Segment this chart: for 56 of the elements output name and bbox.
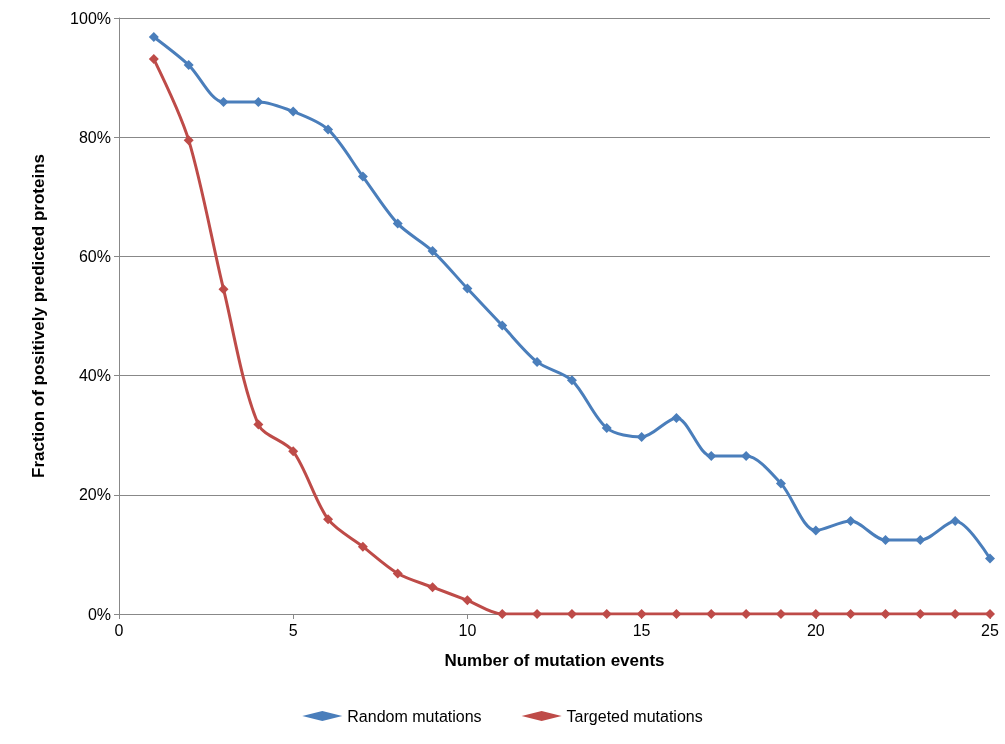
legend-label: Targeted mutations <box>566 707 703 725</box>
x-tick-label: 20 <box>806 621 825 639</box>
point <box>566 375 577 386</box>
point <box>741 451 752 462</box>
point <box>601 423 612 434</box>
point <box>323 124 334 135</box>
point <box>392 568 403 579</box>
point <box>183 135 194 146</box>
point <box>671 609 682 619</box>
y-tick-label: 80% <box>78 128 111 146</box>
x-axis-title: Number of mutation events <box>444 651 665 670</box>
point <box>462 595 473 606</box>
point <box>183 60 194 71</box>
point <box>392 218 403 229</box>
y-tick-label: 0% <box>87 605 111 623</box>
point <box>532 356 543 367</box>
point <box>985 609 995 619</box>
point <box>148 32 159 43</box>
point <box>218 284 229 295</box>
point <box>880 609 891 619</box>
point <box>218 97 229 108</box>
point <box>323 514 334 525</box>
point <box>357 171 368 182</box>
point <box>810 525 821 536</box>
y-tick-label: 100% <box>70 9 111 27</box>
x-tick-label: 10 <box>458 621 477 639</box>
point <box>357 541 368 552</box>
x-tick-label: 0 <box>114 621 124 639</box>
y-tick-label: 40% <box>78 367 111 385</box>
y-axis-title: Fraction of positively predicted proteins <box>29 154 48 478</box>
point <box>636 431 647 442</box>
point <box>915 535 926 546</box>
legend-label: Random mutations <box>347 707 482 725</box>
x-tick-label: 15 <box>632 621 651 639</box>
point <box>427 582 438 593</box>
y-tick-label: 20% <box>78 486 111 504</box>
point <box>915 609 926 619</box>
point <box>775 478 786 489</box>
y-tick-label: 60% <box>78 247 111 265</box>
point <box>148 54 159 65</box>
point <box>671 412 682 423</box>
point <box>253 419 264 430</box>
point <box>288 106 299 117</box>
point <box>636 609 647 619</box>
x-tick-label: 25 <box>981 621 999 639</box>
point <box>288 446 299 457</box>
point <box>427 246 438 257</box>
point <box>985 553 995 564</box>
point <box>253 97 264 108</box>
point <box>462 283 473 294</box>
point <box>845 516 856 527</box>
x-tick-label: 5 <box>288 621 298 639</box>
point <box>950 516 961 527</box>
point <box>880 535 891 546</box>
point <box>845 609 856 619</box>
point <box>497 320 508 331</box>
